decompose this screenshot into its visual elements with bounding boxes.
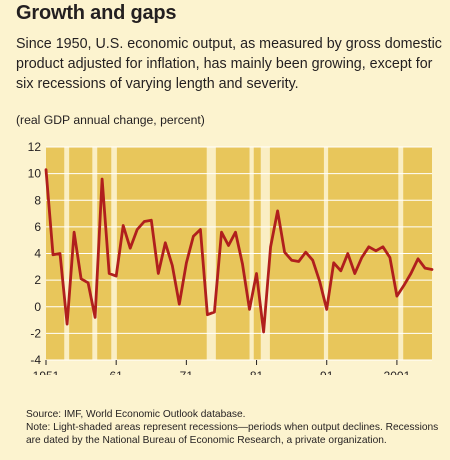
gdp-line-chart: 12 10 8 6 4 2 0 -2 -4 1951 61 71 81 91 2001: [28, 140, 434, 375]
y-tick-label: 4: [34, 247, 41, 261]
x-tick-label: 2001: [384, 369, 411, 375]
chart-subtitle: Since 1950, U.S. economic output, as mea…: [16, 36, 442, 92]
source-notes: Source: IMF, World Economic Outlook data…: [26, 408, 446, 447]
y-tick-label: 8: [34, 193, 41, 207]
y-tick-label: 2: [34, 273, 41, 287]
x-tick-label: 71: [180, 369, 194, 375]
x-tick-label: 91: [320, 369, 334, 375]
chart-title: Growth and gaps: [16, 2, 177, 24]
note-line: Note: Light-shaded areas represent reces…: [26, 422, 439, 446]
y-tick-label: 0: [34, 300, 41, 314]
source-line: Source: IMF, World Economic Outlook data…: [26, 409, 246, 420]
units-note: (real GDP annual change, percent): [16, 113, 205, 127]
gdp-series-line: [44, 168, 434, 334]
x-tick-label: 61: [110, 369, 124, 375]
x-tick-label: 1951: [33, 369, 60, 375]
y-tick-label: -2: [30, 326, 41, 340]
y-tick-label: -4: [30, 353, 41, 367]
y-tick-label: 12: [28, 140, 42, 154]
x-tick-label: 81: [250, 369, 264, 375]
y-tick-label: 6: [34, 220, 41, 234]
y-tick-label: 10: [28, 167, 42, 181]
